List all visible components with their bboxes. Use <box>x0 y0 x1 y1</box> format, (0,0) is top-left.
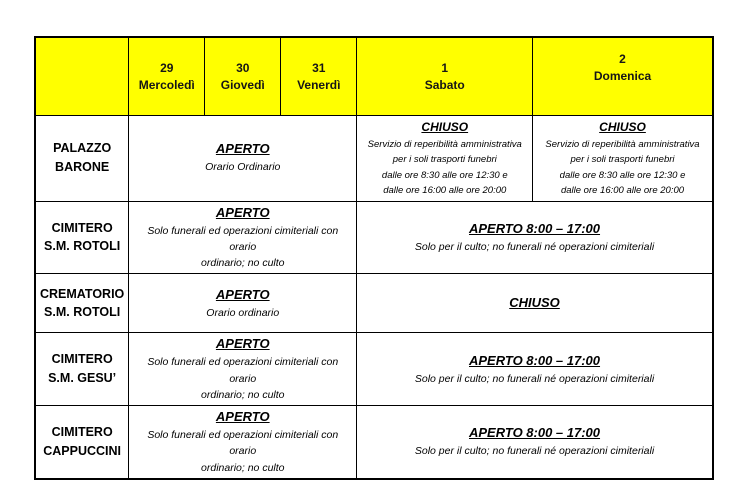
table-row-crematorio-sm-rotoli: CREMATORIO S.M. ROTOLI APERTO Orario ord… <box>34 273 714 334</box>
detail-text: Solo funerali ed operazioni cimiteriali … <box>147 429 339 474</box>
table-row-cimitero-sm-rotoli: CIMITERO S.M. ROTOLI APERTO Solo funeral… <box>34 200 714 275</box>
cell-crematorio-weekday: APERTO Orario ordinario <box>128 273 358 334</box>
day-number: 29 <box>160 60 174 75</box>
table-row-cimitero-cappuccini: CIMITERO CAPPUCCINI APERTO Solo funerali… <box>34 405 714 480</box>
cell-cappuccini-weekend: APERTO 8:00 – 17:00 Solo per il culto; n… <box>356 405 714 480</box>
detail-text: Servizio di reperibilità amministrativa … <box>545 139 700 196</box>
detail-text: Solo funerali ed operazioni cimiteriali … <box>147 224 339 270</box>
header-cell-giovedi: 30 Giovedì <box>204 36 282 116</box>
day-name: Domenica <box>593 69 652 84</box>
status-text: CHIUSO <box>421 120 469 135</box>
status-text: APERTO <box>215 141 270 157</box>
detail-text: Solo funerali ed operazioni cimiteriali … <box>147 356 339 401</box>
detail-text: Solo per il culto; no funerali né operaz… <box>414 445 655 458</box>
cell-palazzo-weekday: APERTO Orario Ordinario <box>128 114 358 202</box>
status-text: APERTO 8:00 – 17:00 <box>468 425 601 441</box>
row-header-cimitero-sm-gesu: CIMITERO S.M. GESU’ <box>34 332 130 407</box>
cell-gesu-weekday: APERTO Solo funerali ed operazioni cimit… <box>128 332 358 407</box>
detail-text: Servizio di reperibilità amministrativa … <box>367 139 522 196</box>
row-header-cimitero-sm-rotoli: CIMITERO S.M. ROTOLI <box>34 200 130 275</box>
detail-text: Orario Ordinario <box>205 161 281 174</box>
schedule-table: 29 Mercoledì 30 Giovedì 31 Venerdì 1 Sab… <box>34 36 714 480</box>
header-cell-mercoledi: 29 Mercoledì <box>128 36 206 116</box>
status-text: APERTO <box>215 336 270 352</box>
status-text: APERTO <box>215 286 270 302</box>
table-row-cimitero-sm-gesu: CIMITERO S.M. GESU’ APERTO Solo funerali… <box>34 332 714 407</box>
detail-text: Solo per il culto; no funerali né operaz… <box>414 372 655 385</box>
day-number: 31 <box>312 60 326 75</box>
day-number: 30 <box>236 60 250 75</box>
cell-cappuccini-weekday: APERTO Solo funerali ed operazioni cimit… <box>128 405 358 480</box>
header-cell-sabato: 1 Sabato <box>356 36 534 116</box>
day-number: 1 <box>441 60 449 75</box>
detail-text: Orario ordinario <box>206 306 280 319</box>
table-row-palazzo-barone: PALAZZO BARONE APERTO Orario Ordinario C… <box>34 114 714 202</box>
detail-text: Solo per il culto; no funerali né operaz… <box>414 240 655 253</box>
status-text: APERTO 8:00 – 17:00 <box>468 352 601 368</box>
cell-gesu-weekend: APERTO 8:00 – 17:00 Solo per il culto; n… <box>356 332 714 407</box>
day-name: Venerdì <box>297 78 341 93</box>
header-corner-cell <box>34 36 130 116</box>
cell-rotoli-weekday: APERTO Solo funerali ed operazioni cimit… <box>128 200 358 275</box>
table-header-row: 29 Mercoledì 30 Giovedì 31 Venerdì 1 Sab… <box>34 36 714 116</box>
status-text: CHIUSO <box>509 295 560 311</box>
cell-palazzo-domenica: CHIUSO Servizio di reperibilità amminist… <box>532 114 714 202</box>
cell-rotoli-weekend: APERTO 8:00 – 17:00 Solo per il culto; n… <box>356 200 714 275</box>
cell-crematorio-weekend: CHIUSO <box>356 273 714 334</box>
status-text: APERTO <box>215 204 270 220</box>
row-header-crematorio-sm-rotoli: CREMATORIO S.M. ROTOLI <box>34 273 130 334</box>
day-name: Mercoledì <box>138 78 195 93</box>
status-text: CHIUSO <box>599 120 646 135</box>
cell-palazzo-sabato: CHIUSO Servizio di reperibilità amminist… <box>356 114 534 202</box>
day-name: Sabato <box>424 78 465 93</box>
status-text: APERTO <box>215 409 270 425</box>
day-number: 2 <box>619 51 626 66</box>
row-header-palazzo-barone: PALAZZO BARONE <box>34 114 130 202</box>
day-name: Giovedì <box>220 78 265 93</box>
header-cell-venerdi: 31 Venerdì <box>280 36 358 116</box>
row-header-cimitero-cappuccini: CIMITERO CAPPUCCINI <box>34 405 130 480</box>
status-text: APERTO 8:00 – 17:00 <box>468 220 601 236</box>
header-cell-domenica: 2 Domenica <box>532 36 714 116</box>
